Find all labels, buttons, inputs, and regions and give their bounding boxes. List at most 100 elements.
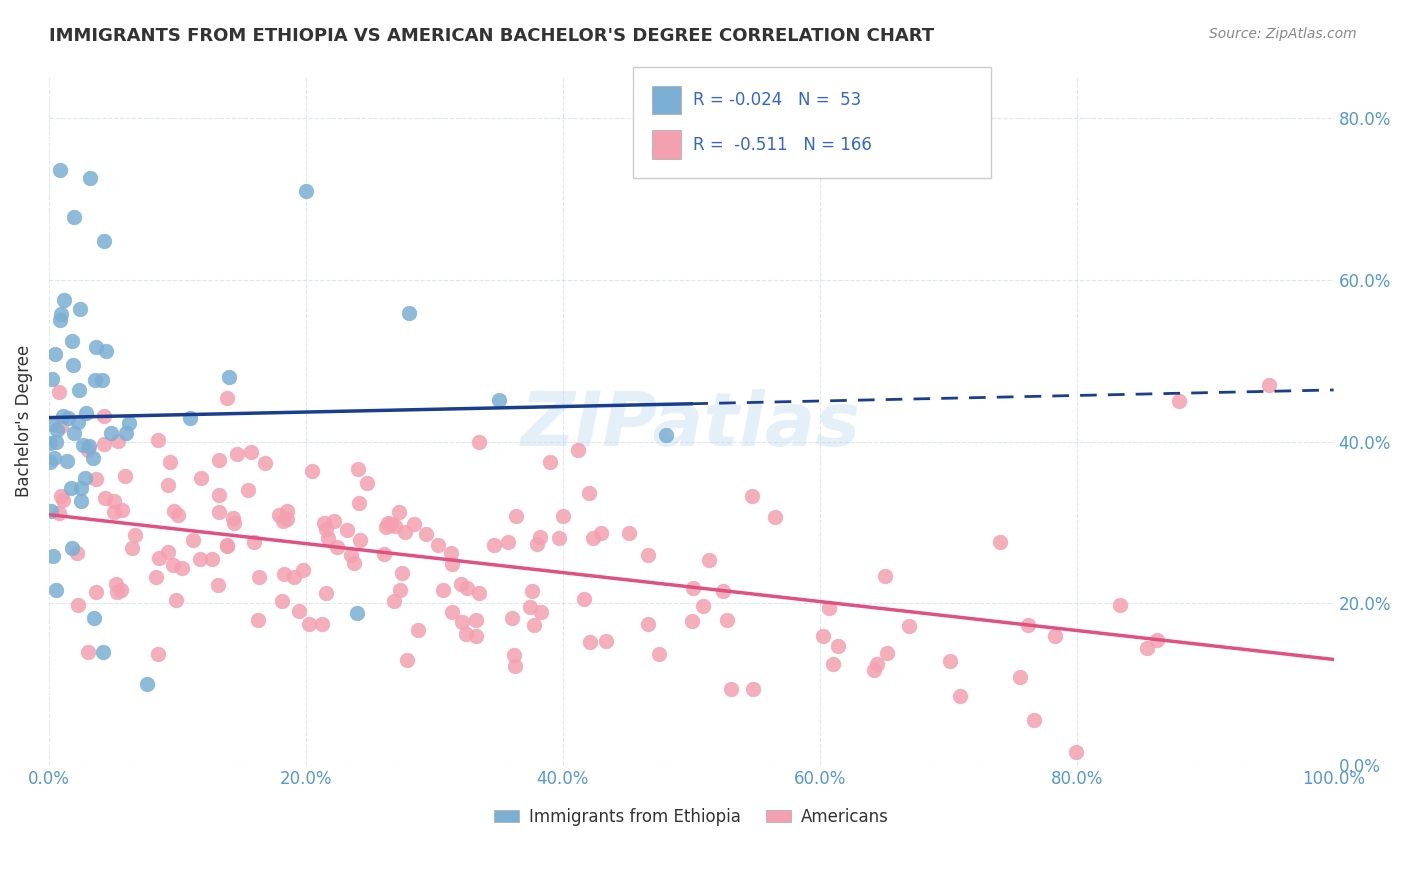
Point xyxy=(103,505,125,519)
Point xyxy=(347,462,370,476)
Point xyxy=(711,584,734,599)
Point xyxy=(295,184,318,198)
Point xyxy=(323,514,346,528)
Point xyxy=(692,599,714,613)
Point xyxy=(114,468,136,483)
Point xyxy=(156,545,179,559)
Point xyxy=(441,557,464,571)
Point xyxy=(402,516,425,531)
Point xyxy=(382,593,405,607)
Point xyxy=(226,447,249,461)
Point xyxy=(105,576,128,591)
Point xyxy=(90,373,112,387)
Point xyxy=(76,645,98,659)
Point xyxy=(505,658,527,673)
Point xyxy=(63,425,86,440)
Point xyxy=(343,556,366,570)
Point xyxy=(1017,618,1039,632)
Point xyxy=(91,645,114,659)
Point xyxy=(346,606,368,620)
Point xyxy=(582,531,605,545)
Point xyxy=(69,301,91,316)
Point xyxy=(269,508,291,522)
Point xyxy=(66,546,89,560)
Point xyxy=(551,509,574,524)
Point xyxy=(298,617,321,632)
Point xyxy=(273,567,295,582)
Point xyxy=(876,646,898,660)
Point xyxy=(67,384,90,398)
Point xyxy=(897,619,920,633)
Point xyxy=(70,494,93,508)
Point xyxy=(312,516,335,531)
Point xyxy=(373,547,395,561)
Point xyxy=(326,540,349,554)
Point xyxy=(538,455,561,469)
Point xyxy=(529,530,551,544)
Point xyxy=(283,570,305,584)
Text: ZIPatlas: ZIPatlas xyxy=(522,389,862,462)
Point xyxy=(52,492,75,507)
Point xyxy=(699,553,721,567)
Point xyxy=(271,594,294,608)
Point xyxy=(468,586,491,600)
Point xyxy=(498,535,520,549)
Point xyxy=(1258,378,1281,392)
Point xyxy=(1064,745,1087,759)
Point xyxy=(100,425,122,440)
Point xyxy=(388,505,411,519)
Point xyxy=(208,487,231,501)
Point xyxy=(1008,669,1031,683)
Point xyxy=(159,455,181,469)
Point xyxy=(347,496,370,510)
Point xyxy=(79,171,101,186)
Point xyxy=(450,576,472,591)
Point xyxy=(648,647,671,661)
Point xyxy=(432,582,454,597)
Point xyxy=(42,549,65,563)
Point xyxy=(530,605,553,619)
Point xyxy=(207,578,229,592)
Point xyxy=(468,435,491,450)
Point xyxy=(39,504,62,518)
Point xyxy=(53,293,76,307)
Point xyxy=(482,538,505,552)
Point xyxy=(866,657,889,672)
Point xyxy=(681,614,703,628)
Point xyxy=(863,663,886,677)
Point xyxy=(162,558,184,573)
Point xyxy=(62,358,84,372)
Point xyxy=(388,582,411,597)
Point xyxy=(818,601,841,615)
Point xyxy=(589,526,612,541)
Point xyxy=(215,391,238,405)
Point xyxy=(136,677,159,691)
Point xyxy=(377,516,399,530)
Point xyxy=(579,635,602,649)
Point xyxy=(60,481,83,495)
Point xyxy=(163,503,186,517)
Point xyxy=(451,615,474,629)
Point xyxy=(39,455,62,469)
Point xyxy=(190,471,212,485)
Point xyxy=(456,581,478,595)
Point xyxy=(315,585,337,599)
Point xyxy=(276,504,298,518)
Point xyxy=(292,563,315,577)
Point xyxy=(114,425,136,440)
Point xyxy=(395,653,418,667)
Point xyxy=(45,435,67,450)
Point xyxy=(526,537,548,551)
Point xyxy=(520,584,543,599)
Point xyxy=(374,519,396,533)
Point xyxy=(60,334,83,348)
Point xyxy=(406,623,429,637)
Point xyxy=(208,505,231,519)
Point xyxy=(215,539,238,553)
Point xyxy=(67,598,90,612)
Point xyxy=(94,491,117,505)
Point xyxy=(167,508,190,523)
Point xyxy=(488,392,510,407)
Point xyxy=(440,546,463,560)
Point xyxy=(146,434,169,448)
